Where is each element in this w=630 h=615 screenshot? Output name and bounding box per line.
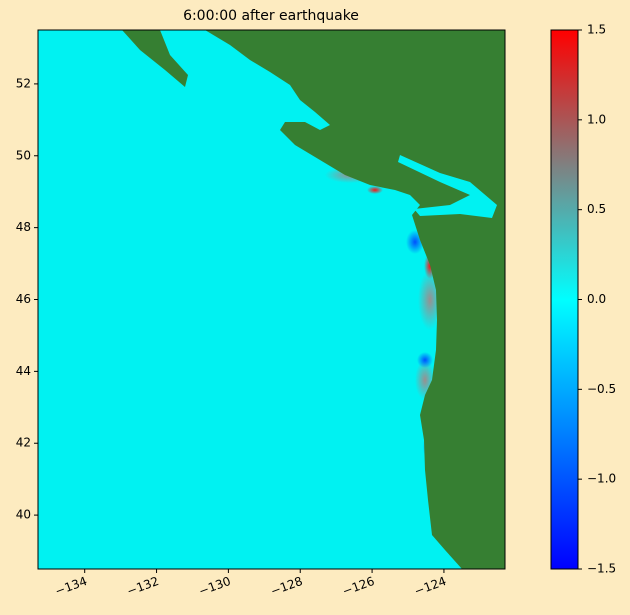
x-tick-label: −132 bbox=[125, 574, 161, 598]
x-tick-label: −134 bbox=[53, 574, 89, 598]
y-tick-label: 48 bbox=[16, 220, 31, 234]
x-tick-label: −128 bbox=[269, 574, 305, 598]
y-tick-label: 52 bbox=[16, 76, 31, 90]
map-area bbox=[38, 30, 505, 569]
y-tick-label: 42 bbox=[16, 436, 31, 450]
y-tick-label: 46 bbox=[16, 292, 31, 306]
colorbar-tick-label: −0.5 bbox=[587, 382, 616, 396]
wave-feature bbox=[367, 186, 383, 194]
haida-gwaii bbox=[122, 30, 188, 87]
wave-feature bbox=[417, 352, 433, 368]
x-tick-label: −124 bbox=[412, 574, 448, 598]
y-tick-label: 50 bbox=[16, 148, 31, 162]
colorbar-tick-label: 1.0 bbox=[587, 112, 606, 126]
colorbar-tick-label: 0.5 bbox=[587, 202, 606, 216]
colorbar bbox=[550, 29, 579, 570]
map-title: 6:00:00 after earthquake bbox=[183, 8, 359, 24]
colorbar-tick-label: 0.0 bbox=[587, 292, 606, 306]
colorbar-tick-label: 1.5 bbox=[587, 23, 606, 37]
x-tick-label: −130 bbox=[197, 574, 233, 598]
x-tick-label: −126 bbox=[341, 574, 377, 598]
colorbar-tick-label: −1.0 bbox=[587, 472, 616, 486]
mainland bbox=[205, 30, 505, 569]
strait bbox=[398, 155, 497, 218]
y-tick-label: 40 bbox=[16, 508, 31, 522]
colorbar-tick-label: −1.5 bbox=[587, 562, 616, 576]
land bbox=[122, 30, 505, 569]
y-tick-label: 44 bbox=[16, 364, 31, 378]
